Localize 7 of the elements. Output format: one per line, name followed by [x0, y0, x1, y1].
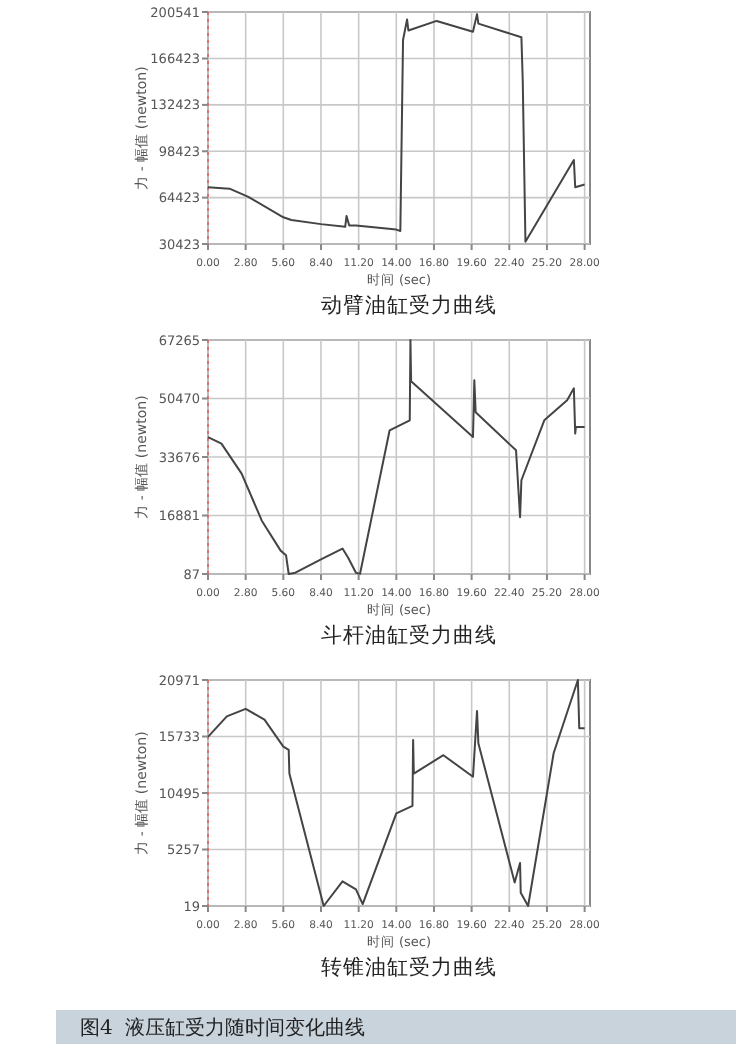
text: 转锥油缸受力曲线: [321, 954, 497, 980]
line-series: [207, 339, 586, 575]
caption: 图4 液压缸受力随时间变化曲线: [80, 1016, 366, 1040]
line-series: [207, 13, 586, 243]
text: 斗杆油缸受力曲线: [321, 622, 497, 648]
text: 动臂油缸受力曲线: [321, 292, 497, 318]
line-series: [207, 679, 586, 907]
